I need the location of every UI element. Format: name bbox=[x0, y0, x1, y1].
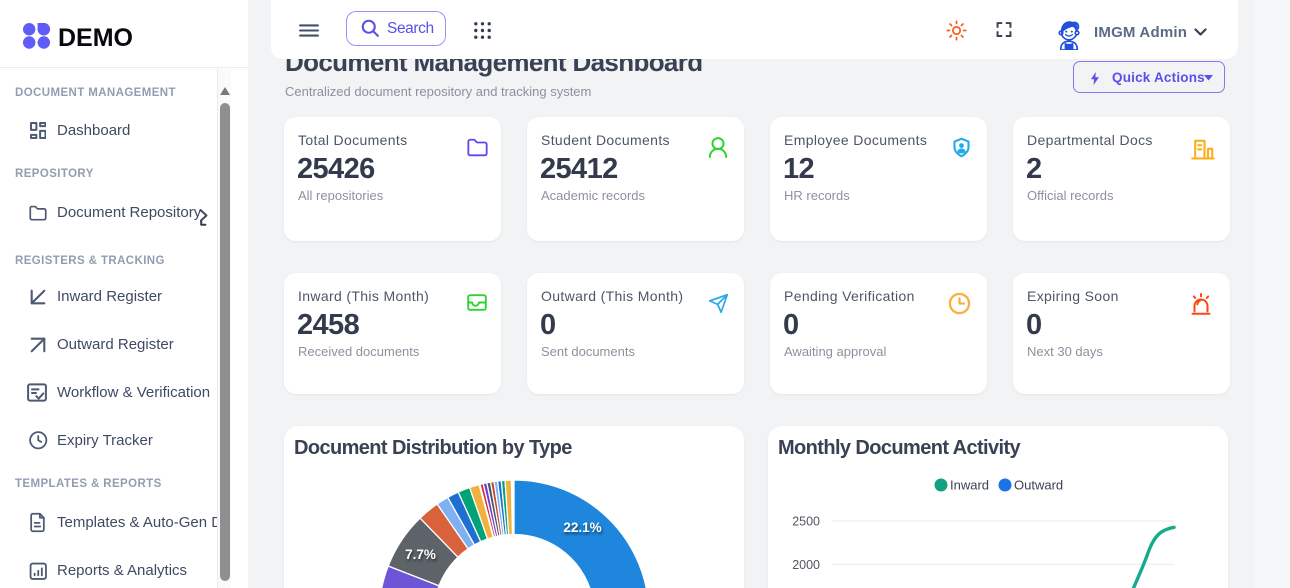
svg-text:Inward: Inward bbox=[950, 478, 989, 493]
svg-text:2000: 2000 bbox=[792, 558, 820, 572]
svg-text:22.1%: 22.1% bbox=[563, 520, 601, 535]
svg-text:7.7%: 7.7% bbox=[405, 547, 436, 562]
svg-text:2500: 2500 bbox=[792, 515, 820, 529]
svg-text:Outward: Outward bbox=[1014, 478, 1063, 493]
